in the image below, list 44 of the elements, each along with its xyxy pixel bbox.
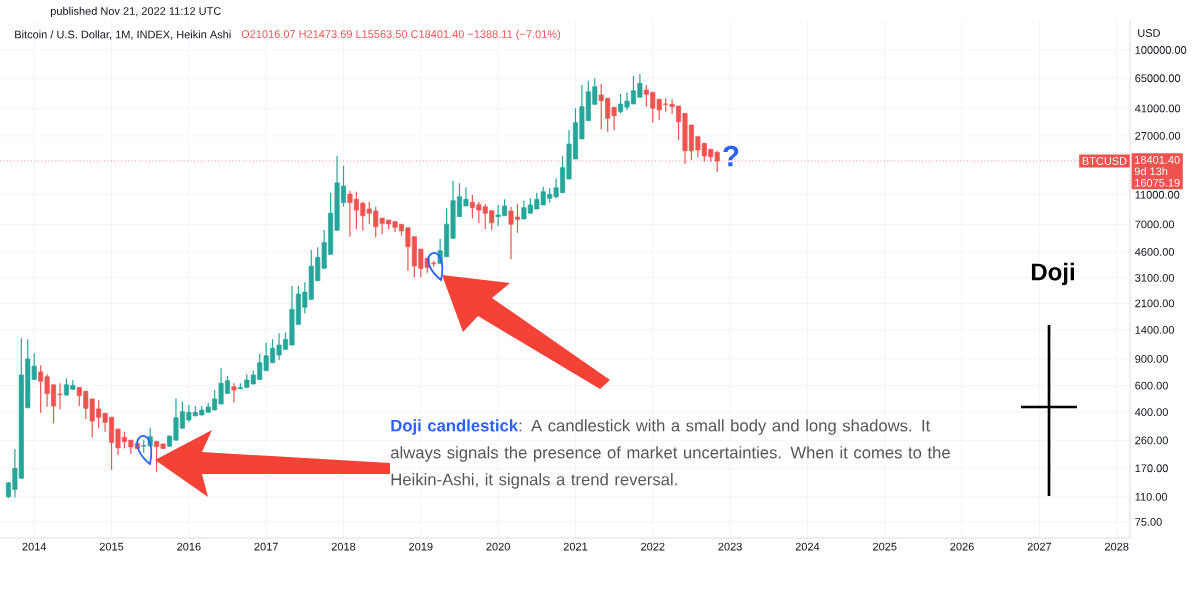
- y-tick-label: 400.00: [1134, 408, 1168, 417]
- text: published Nov 21, 2022 11:12 UTC: [50, 6, 221, 18]
- y-tick-label: 41000.00: [1134, 104, 1181, 113]
- y-tick-label: 11000.00: [1135, 190, 1180, 199]
- y-tick-label: 260.00: [1135, 436, 1168, 445]
- y-tick-label: 65000.00: [1135, 74, 1181, 83]
- x-tick-label: 2027: [1027, 542, 1052, 551]
- x-tick-label: 2022: [641, 542, 665, 551]
- y-tick-label: 1400.00: [1135, 326, 1175, 334]
- x-tick-label: 2016: [177, 542, 201, 551]
- text: 16075.19: [1135, 178, 1180, 187]
- x-tick-label: 2025: [873, 542, 897, 551]
- annotation: Doji candlestick: A candlestick with a small body and long shadows. It always signals the presence of market uncertainties. When it comes to the Heikin-Ashi, it signals a trend reversal.: [390, 419, 950, 489]
- y-tick-label: 4600.00: [1134, 248, 1175, 256]
- annotation: ?: [723, 145, 739, 167]
- x-tick-label: 2023: [718, 542, 742, 551]
- text: 9d 13h: [1134, 167, 1168, 176]
- y-tick-label: 7000.00: [1135, 220, 1175, 229]
- y-tick-label: 900.00: [1135, 355, 1168, 363]
- x-tick-label: 2014: [22, 542, 47, 551]
- x-tick-label: 2024: [795, 542, 820, 551]
- x-tick-label: 2018: [331, 542, 356, 551]
- text: 18401.40: [1135, 155, 1180, 164]
- text: Bitcoin / U.S. Dollar, 1M, INDEX, Heikin Ashi: [15, 30, 231, 40]
- ref-line-label: BTCUSD: [1082, 157, 1127, 165]
- y-tick-label: 100000.00: [1135, 46, 1187, 54]
- x-tick-label: 2026: [950, 542, 974, 551]
- y-tick-label: 3100.00: [1135, 273, 1175, 282]
- y-tick-label: 2100.00: [1135, 299, 1175, 308]
- y-axis-title: USD: [1138, 29, 1160, 37]
- text: O21016.07 H21473.69 L15563.50 C18401.40 −1388.11 (−7.01%): [241, 29, 561, 41]
- y-tick-label: 110.00: [1135, 492, 1168, 501]
- x-tick-label: 2015: [99, 542, 124, 551]
- x-tick-label: 2017: [254, 542, 278, 551]
- x-tick-label: 2020: [486, 542, 510, 551]
- y-tick-label: 170.00: [1135, 464, 1168, 473]
- x-tick-label: 2021: [563, 542, 588, 551]
- y-tick-label: 75.00: [1135, 518, 1162, 526]
- annotation: Doji: [1031, 262, 1074, 286]
- y-tick-label: 27000.00: [1135, 131, 1181, 140]
- y-tick-label: 600.00: [1135, 381, 1168, 390]
- candlestick: [231, 382, 237, 403]
- x-tick-label: 2019: [409, 542, 433, 551]
- x-tick-label: 2028: [1105, 542, 1129, 551]
